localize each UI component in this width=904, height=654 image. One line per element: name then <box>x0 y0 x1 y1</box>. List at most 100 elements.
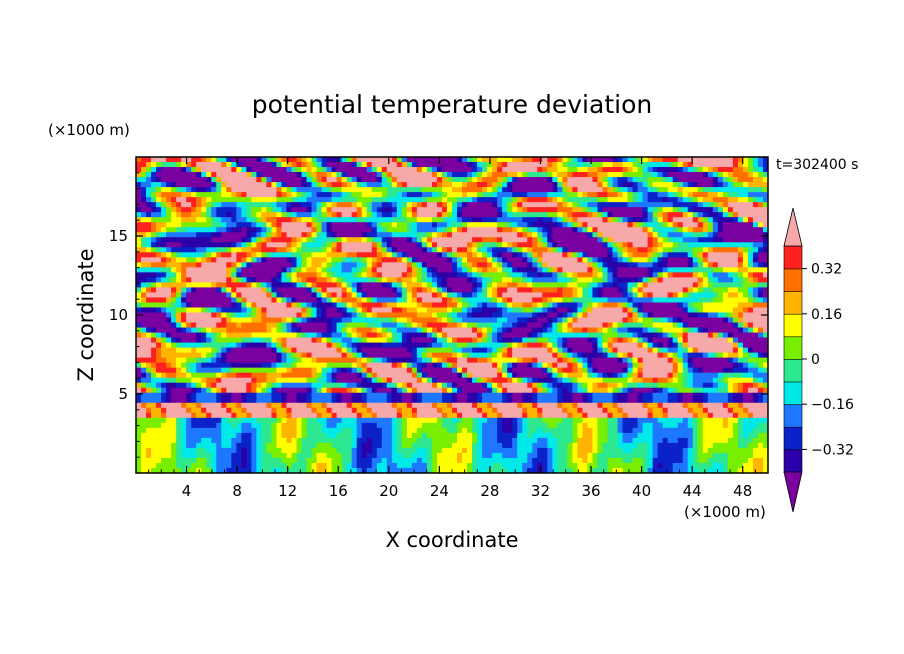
field-cell <box>542 192 548 198</box>
field-cell <box>657 187 664 193</box>
field-cell <box>216 207 222 213</box>
field-cell <box>507 267 513 273</box>
field-cell <box>567 337 573 344</box>
field-cell <box>381 197 388 203</box>
field-cell <box>702 342 709 349</box>
field-cell <box>441 237 448 243</box>
field-cell <box>707 217 714 223</box>
field-cell <box>271 167 278 173</box>
field-cell <box>662 262 669 268</box>
field-cell <box>341 232 348 238</box>
field-cell <box>722 267 729 273</box>
field-cell <box>311 332 318 339</box>
field-cell <box>732 192 739 198</box>
field-cell <box>286 287 293 294</box>
field-cell <box>151 272 157 278</box>
field-cell <box>291 307 298 314</box>
field-cell <box>221 307 227 314</box>
field-cell <box>241 252 247 258</box>
field-cell <box>236 232 242 238</box>
field-cell <box>366 352 373 359</box>
field-cell <box>482 352 488 359</box>
field-cell <box>186 292 192 299</box>
field-cell <box>186 212 192 218</box>
field-cell <box>722 332 729 339</box>
field-cell <box>467 157 473 163</box>
field-cell <box>371 287 378 294</box>
field-cell <box>612 267 619 273</box>
field-cell <box>552 182 558 188</box>
field-cell <box>522 317 528 324</box>
field-cell <box>306 207 313 213</box>
field-cell <box>567 317 573 324</box>
field-cell <box>156 352 162 359</box>
field-cell <box>642 302 649 309</box>
field-cell <box>141 267 147 273</box>
field-cell <box>567 212 573 218</box>
field-cell <box>206 162 212 168</box>
field-cell <box>321 287 328 294</box>
field-cell <box>687 327 694 334</box>
field-cell <box>416 187 423 193</box>
field-cell <box>687 267 694 273</box>
field-cell <box>732 257 739 263</box>
field-cell <box>411 182 418 188</box>
field-cell <box>557 162 563 168</box>
field-cell <box>607 302 614 309</box>
field-cell <box>592 227 599 233</box>
field-cell <box>166 157 172 163</box>
field-cell <box>637 177 644 183</box>
field-cell <box>241 242 247 248</box>
field-cell <box>441 307 448 314</box>
field-cell <box>316 312 323 319</box>
field-cell <box>527 332 533 339</box>
field-cell <box>637 167 644 173</box>
field-cell <box>241 222 247 228</box>
field-cell <box>457 302 463 309</box>
field-cell <box>672 157 679 163</box>
field-cell <box>557 347 563 354</box>
field-cell <box>161 237 167 243</box>
field-cell <box>201 197 207 203</box>
field-cell <box>196 242 202 248</box>
field-cell <box>547 182 553 188</box>
field-cell <box>406 282 413 289</box>
field-cell <box>371 157 378 163</box>
field-cell <box>301 212 308 218</box>
field-cell <box>677 312 684 319</box>
field-cell <box>156 347 162 354</box>
field-cell <box>632 252 639 258</box>
field-cell <box>441 232 448 238</box>
field-cell <box>637 212 644 218</box>
field-cell <box>582 322 589 329</box>
field-cell <box>617 232 624 238</box>
field-cell <box>587 237 594 243</box>
field-cell <box>542 202 548 208</box>
field-cell <box>747 182 754 188</box>
field-cell <box>316 277 323 283</box>
field-cell <box>251 327 257 334</box>
field-cell <box>341 172 348 178</box>
field-cell <box>251 332 257 339</box>
field-cell <box>401 337 408 344</box>
field-cell <box>607 237 614 243</box>
field-cell <box>381 297 388 304</box>
field-cell <box>477 187 483 193</box>
field-cell <box>492 342 498 349</box>
field-cell <box>291 212 298 218</box>
field-cell <box>557 317 563 324</box>
field-cell <box>712 277 719 283</box>
field-cell <box>216 177 222 183</box>
field-cell <box>396 272 403 278</box>
field-cell <box>527 327 533 334</box>
field-cell <box>632 197 639 203</box>
field-cell <box>707 347 714 354</box>
field-cell <box>557 292 563 299</box>
field-cell <box>201 267 207 273</box>
field-cell <box>542 187 548 193</box>
field-cell <box>356 242 363 248</box>
field-cell <box>336 207 343 213</box>
field-cell <box>331 157 338 163</box>
field-cell <box>677 182 684 188</box>
field-cell <box>467 277 473 283</box>
